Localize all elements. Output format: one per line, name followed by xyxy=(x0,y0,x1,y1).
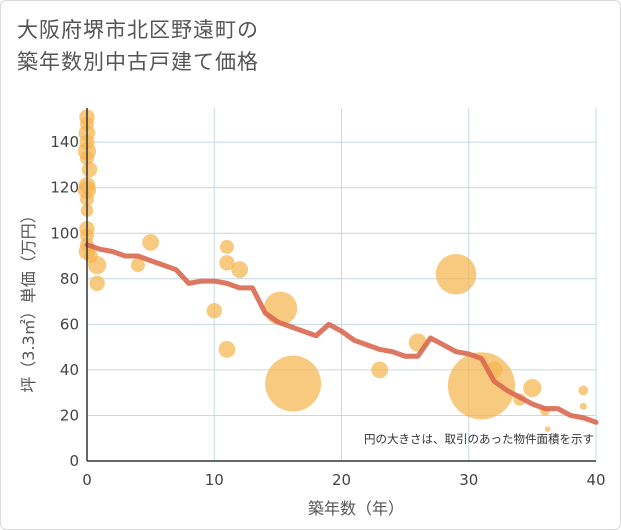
x-tick-label: 20 xyxy=(332,471,351,489)
data-bubble xyxy=(206,302,222,319)
data-bubble xyxy=(544,426,551,432)
trend-layer xyxy=(84,242,599,425)
x-tick-label: 0 xyxy=(82,471,92,489)
title-line-1: 大阪府堺市北区野遠町の xyxy=(17,18,259,42)
data-bubble xyxy=(523,379,542,398)
tick-labels: 0 10 20 30 40 0 20 40 60 80 100 120 140 xyxy=(50,133,605,489)
y-tick-label: 40 xyxy=(60,361,79,379)
data-bubble xyxy=(579,402,587,410)
y-tick-label: 60 xyxy=(60,315,79,333)
y-tick-label: 80 xyxy=(60,270,79,288)
trend-line xyxy=(84,242,599,425)
x-tick-label: 30 xyxy=(459,471,478,489)
y-tick-label: 100 xyxy=(50,224,79,242)
data-bubble xyxy=(265,355,322,412)
bubble-layer xyxy=(77,109,589,432)
data-bubble xyxy=(578,385,589,396)
x-tick-label: 40 xyxy=(586,471,605,489)
data-bubble xyxy=(231,261,249,279)
data-bubble xyxy=(371,361,389,379)
data-bubble xyxy=(88,256,107,275)
data-bubble xyxy=(142,233,160,251)
y-axis-label: 坪（3.3㎡）単価（万円） xyxy=(19,207,38,392)
size-note: 円の大きさは、取引のあった物件面積を示す xyxy=(364,432,594,446)
data-bubble xyxy=(435,253,477,295)
title-line-2: 築年数別中古戸建て価格 xyxy=(17,50,259,74)
y-tick-label: 0 xyxy=(69,452,79,470)
axes xyxy=(86,108,596,462)
data-bubble xyxy=(219,255,235,271)
grid xyxy=(87,108,597,461)
chart-title: 大阪府堺市北区野遠町の 築年数別中古戸建て価格 xyxy=(17,14,259,78)
data-bubble xyxy=(219,239,234,254)
y-tick-label: 120 xyxy=(50,179,79,197)
x-tick-label: 10 xyxy=(205,471,224,489)
data-bubble xyxy=(89,275,105,292)
data-bubble xyxy=(263,291,298,326)
data-bubble xyxy=(130,258,145,273)
data-bubble xyxy=(218,341,236,358)
y-tick-label: 20 xyxy=(60,406,79,424)
y-tick-label: 140 xyxy=(50,133,79,151)
x-axis-label: 築年数（年） xyxy=(308,499,404,518)
data-bubble xyxy=(81,161,98,178)
